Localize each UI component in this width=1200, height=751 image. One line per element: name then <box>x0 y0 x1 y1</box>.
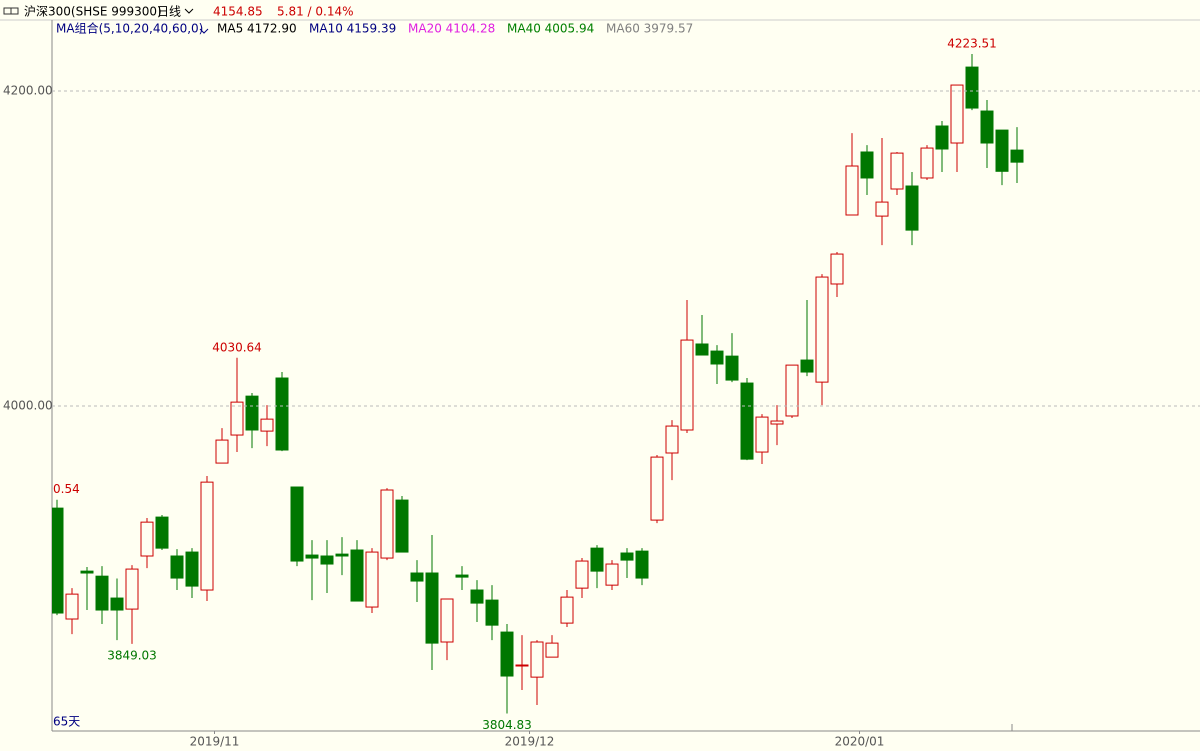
ma-legend-entry: MA10 4159.39 <box>309 22 396 36</box>
candle-body <box>740 382 754 460</box>
low-label: 3849.03 <box>107 648 157 662</box>
icon-part <box>10 7 19 15</box>
candle-body <box>140 521 154 557</box>
ma-legend-entry: MA5 4172.90 <box>217 22 297 36</box>
dropdown-arrow[interactable] <box>199 28 209 34</box>
candle-body <box>755 416 769 453</box>
candle-body <box>530 641 544 678</box>
candle-body <box>320 555 334 565</box>
candle-body <box>245 395 259 431</box>
price-change: 5.81 / 0.14% <box>277 5 354 19</box>
dropdown-arrow[interactable] <box>184 8 194 14</box>
candle-body <box>725 355 739 381</box>
candle-body <box>185 551 199 587</box>
candle-body <box>170 555 184 579</box>
x-tick-label: 2020/01 <box>835 735 885 749</box>
instrument-title[interactable]: 沪深300(SHSE 999300) <box>24 5 162 19</box>
candle-body <box>680 339 694 431</box>
candle-body <box>935 125 949 150</box>
candle-body <box>845 165 859 216</box>
candle-body <box>665 425 679 454</box>
candle-body <box>52 507 64 614</box>
y-tick-label: 4000.00 <box>3 399 53 413</box>
candle-body <box>575 560 589 589</box>
candle-body <box>815 276 829 383</box>
candle-body <box>710 350 724 365</box>
candle-body <box>125 568 139 610</box>
ma-legend-entry: MA40 4005.94 <box>507 22 594 36</box>
candle-body <box>980 110 994 144</box>
candle-body <box>920 147 934 179</box>
candle-body <box>290 486 304 562</box>
plot-area: 0.54 3849.03 4030.64 3804.83 4223.51 <box>52 37 1024 732</box>
high-label: 4030.64 <box>212 340 262 354</box>
candle-body <box>890 152 904 190</box>
candle-body <box>770 420 784 425</box>
candle-body <box>695 343 709 356</box>
high-label: 4223.51 <box>947 37 997 51</box>
x-tick-label: 2019/12 <box>505 735 555 749</box>
candle-body <box>620 552 634 561</box>
candle-body <box>830 253 844 285</box>
ma-legend-entry: MA60 3979.57 <box>606 22 693 36</box>
candle-body <box>350 549 364 602</box>
candle-body <box>650 456 664 521</box>
candle-body <box>995 129 1009 172</box>
candle-body <box>1010 149 1024 163</box>
candle-body <box>590 547 604 572</box>
candle-body <box>155 516 169 549</box>
last-price: 4154.85 <box>213 5 263 19</box>
candle-body <box>200 481 214 591</box>
y-tick-label: 4200.00 <box>3 84 53 98</box>
candle-body <box>875 201 889 217</box>
candle-body <box>785 364 799 417</box>
candle-body <box>425 572 439 644</box>
candle-body <box>800 359 814 373</box>
candle-body <box>905 185 919 231</box>
candle-body <box>395 499 409 553</box>
candle-body <box>455 574 469 578</box>
candle-body <box>500 631 514 677</box>
candle-body <box>635 550 649 579</box>
candle-body <box>65 593 79 620</box>
candle-body <box>380 489 394 559</box>
ma-legend-entry: MA20 4104.28 <box>408 22 495 36</box>
candle-body <box>110 597 124 611</box>
candle-body <box>515 664 529 667</box>
candle-body <box>470 589 484 604</box>
candle-body <box>260 418 274 432</box>
menu-icon[interactable] <box>3 7 19 15</box>
candle-body <box>560 596 574 624</box>
candle-body <box>305 554 319 559</box>
candle-body <box>275 377 289 451</box>
candle-body <box>365 551 379 608</box>
period-selector[interactable]: 日线 <box>157 5 181 19</box>
candle-body <box>215 439 229 464</box>
candle-body <box>605 563 619 586</box>
bar-count: 65天 <box>53 715 80 729</box>
candle-body <box>80 570 94 574</box>
candle-body <box>860 151 874 179</box>
ma-legend-entry[interactable]: MA组合(5,10,20,40,60,0) <box>56 21 203 36</box>
candle-body <box>410 572 424 582</box>
low-label: 3804.83 <box>482 718 532 732</box>
candle-body <box>95 575 109 611</box>
candle-body <box>230 401 244 436</box>
candle-body <box>440 598 454 643</box>
candle-body <box>965 66 979 109</box>
high-label: 0.54 <box>53 482 80 496</box>
x-tick-label: 2019/11 <box>190 735 240 749</box>
candle-body <box>950 84 964 144</box>
candle-body <box>335 553 349 557</box>
candle-body <box>545 642 559 658</box>
candle-body <box>485 599 499 626</box>
